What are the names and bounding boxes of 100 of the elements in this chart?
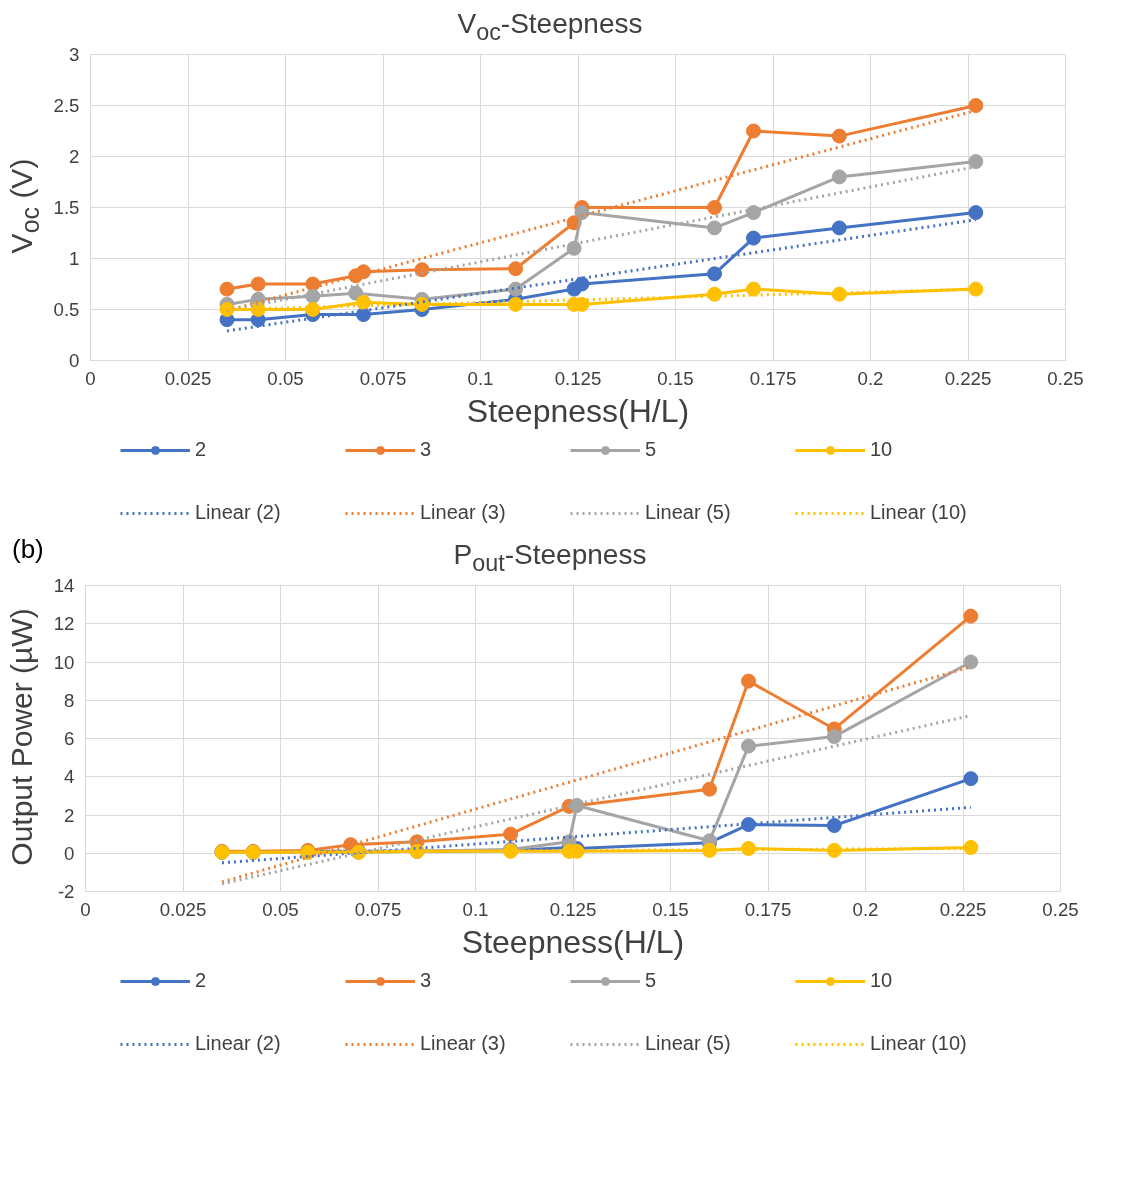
y-tick-label: 0 xyxy=(69,350,80,371)
x-tick-label: 0.1 xyxy=(467,367,494,389)
y-axis-title: Output Power (µW) xyxy=(4,608,38,866)
y-tick-label: 10 xyxy=(53,651,75,673)
point xyxy=(831,286,847,302)
x-tick-label: 0.125 xyxy=(554,367,602,389)
x-tick-label: 0 xyxy=(85,367,96,389)
point xyxy=(707,266,722,282)
x-tick-label: 0.05 xyxy=(267,367,304,389)
legend-label: Linear (2) xyxy=(195,1032,282,1055)
legend-label: Linear (10) xyxy=(870,1032,968,1055)
x-tick-label: 0.15 xyxy=(657,367,694,389)
x-tick-label: 0.075 xyxy=(359,367,407,389)
chart-title: V$_{oc}$-Steepness xyxy=(457,8,643,45)
y-tick-label: 6 xyxy=(64,728,75,749)
point xyxy=(356,294,371,310)
point xyxy=(826,818,842,833)
legend-label: 5 xyxy=(645,969,658,992)
point xyxy=(963,654,979,670)
x-tick-label: 0.125 xyxy=(549,898,597,920)
point xyxy=(574,205,590,221)
point xyxy=(968,154,984,170)
point xyxy=(569,797,585,813)
point xyxy=(566,240,582,256)
point xyxy=(831,169,847,185)
point xyxy=(746,230,761,246)
x-axis-title: Steepness(H/L) xyxy=(466,392,690,429)
point xyxy=(356,264,371,280)
point xyxy=(831,128,847,144)
point xyxy=(741,817,756,833)
point xyxy=(746,123,761,139)
point xyxy=(707,200,722,215)
point xyxy=(219,302,235,317)
point xyxy=(508,261,524,277)
point xyxy=(826,729,842,745)
y-tick-label: 2 xyxy=(69,146,80,167)
x-tick-label: 0.025 xyxy=(164,367,212,389)
point xyxy=(968,98,984,113)
point xyxy=(746,205,761,221)
legend-label: 10 xyxy=(870,969,894,992)
point xyxy=(414,262,430,278)
y-tick-label: 8 xyxy=(64,689,75,711)
y-tick-label: 14 xyxy=(53,575,75,596)
x-tick-label: 0.25 xyxy=(1047,367,1084,389)
legend-label: 5 xyxy=(645,438,658,461)
y-tick-label: 0 xyxy=(64,842,75,864)
legend-label: Linear (2) xyxy=(195,501,282,524)
point xyxy=(741,673,756,689)
legend-label: Linear (10) xyxy=(870,501,968,524)
point xyxy=(968,281,984,297)
y-tick-label: -2 xyxy=(57,881,75,902)
legend-label: Linear (3) xyxy=(420,501,507,524)
y-tick-label: 2 xyxy=(64,804,75,826)
point xyxy=(702,842,717,858)
point xyxy=(963,608,979,624)
y-tick-label: 0.5 xyxy=(53,299,80,320)
point xyxy=(746,281,761,297)
x-tick-label: 0.15 xyxy=(652,898,689,920)
legend-label: 10 xyxy=(870,438,894,461)
y-tick-label: 3 xyxy=(69,44,80,65)
x-tick-label: 0.2 xyxy=(852,898,879,920)
point xyxy=(963,840,979,855)
x-tick-label: 0.05 xyxy=(262,898,299,920)
legend-label: 3 xyxy=(420,438,433,461)
y-tick-label: 1 xyxy=(69,248,80,269)
point xyxy=(250,276,266,292)
point xyxy=(305,302,321,317)
point xyxy=(503,826,519,842)
point xyxy=(574,276,590,292)
legend-label: 2 xyxy=(195,969,208,992)
point xyxy=(968,205,984,221)
x-tick-label: 0.175 xyxy=(744,898,792,920)
point xyxy=(508,296,524,312)
legend-label: Linear (5) xyxy=(645,501,732,524)
x-tick-label: 0.225 xyxy=(944,367,992,389)
point xyxy=(831,220,847,236)
y-tick-label: 2.5 xyxy=(53,95,80,116)
text: (b) xyxy=(12,533,44,566)
x-tick-label: 0.225 xyxy=(939,898,987,920)
legend-label: 3 xyxy=(420,969,433,992)
point xyxy=(826,842,842,858)
x-tick-label: 0.2 xyxy=(857,367,884,389)
point xyxy=(741,840,756,856)
x-tick-label: 0.175 xyxy=(749,367,797,389)
legend-label: 2 xyxy=(195,438,208,461)
point xyxy=(963,771,979,787)
point xyxy=(702,781,717,797)
point xyxy=(219,281,235,297)
y-tick-label: 4 xyxy=(64,766,75,788)
x-tick-label: 0.025 xyxy=(159,898,207,920)
legend-label: Linear (5) xyxy=(645,1032,732,1055)
x-tick-label: 0.075 xyxy=(354,898,402,920)
point xyxy=(508,281,524,297)
x-tick-label: 0.1 xyxy=(462,898,489,920)
point xyxy=(707,220,722,236)
y-tick-label: 1.5 xyxy=(53,197,80,218)
point xyxy=(741,738,756,754)
x-tick-label: 0.25 xyxy=(1042,898,1079,920)
x-axis-title: Steepness(H/L) xyxy=(461,923,685,960)
chart-title: P$_{out}$-Steepness xyxy=(453,539,647,576)
